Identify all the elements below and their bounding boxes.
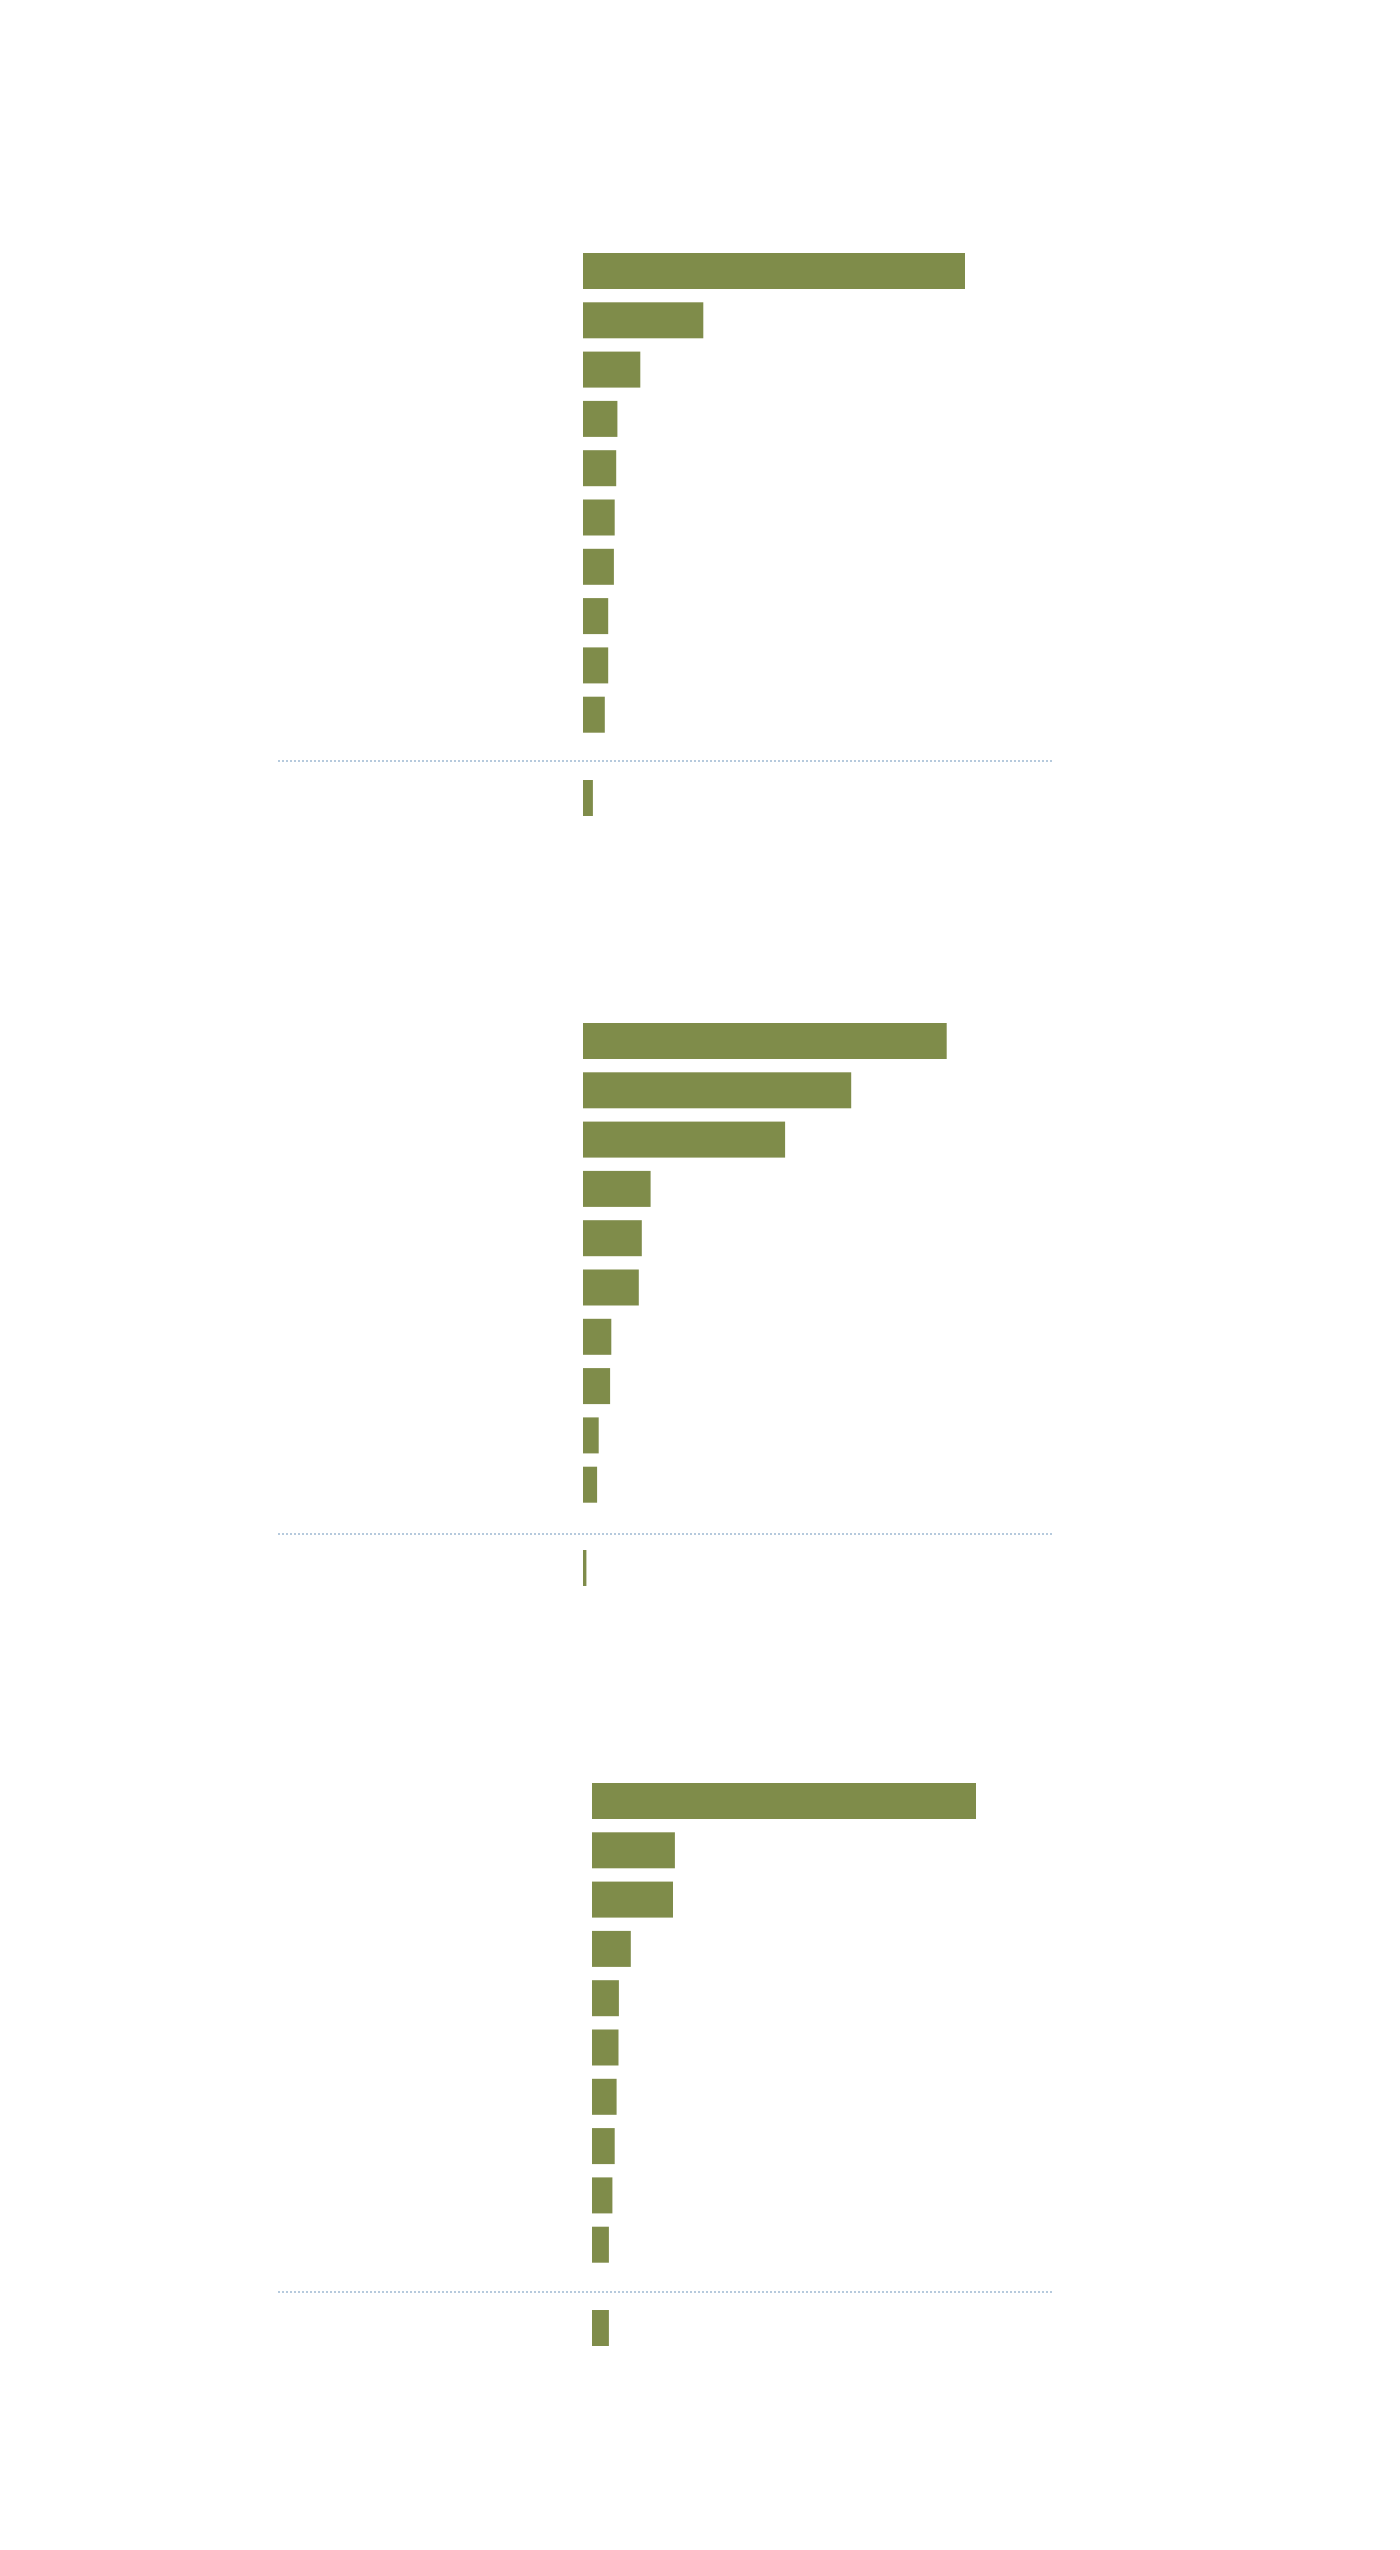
bar-3-2 — [592, 1832, 675, 1869]
bar-3-3 — [592, 1881, 673, 1918]
bar-1-7 — [583, 548, 614, 585]
separated-bar-1-1 — [583, 780, 593, 816]
separated-bar-2-1 — [583, 1550, 587, 1586]
bar-3-1 — [592, 1783, 976, 1819]
bar-1-9 — [583, 647, 609, 684]
bar-1-4 — [583, 400, 618, 437]
bar-2-8 — [583, 1368, 611, 1405]
bar-2-6 — [583, 1269, 639, 1306]
bar-chart-panel-3 — [278, 1783, 1052, 2346]
bar-2-5 — [583, 1220, 642, 1257]
bar-1-1 — [583, 253, 965, 289]
bar-1-2 — [583, 302, 704, 339]
bar-2-9 — [583, 1417, 599, 1454]
bar-chart-panel-2 — [278, 1023, 1052, 1586]
bar-3-5 — [592, 1980, 619, 2017]
bar-2-10 — [583, 1466, 598, 1503]
bar-1-8 — [583, 598, 609, 635]
bar-3-7 — [592, 2078, 617, 2115]
separated-bar-3-1 — [592, 2310, 609, 2346]
bar-3-6 — [592, 2029, 619, 2066]
bar-1-3 — [583, 351, 641, 388]
bar-1-10 — [583, 696, 605, 733]
bar-3-4 — [592, 1930, 631, 1967]
bar-2-4 — [583, 1170, 651, 1207]
bar-2-2 — [583, 1072, 852, 1109]
bar-3-8 — [592, 2128, 615, 2165]
bar-2-3 — [583, 1121, 786, 1158]
bar-2-7 — [583, 1318, 612, 1355]
bar-chart-panel-1 — [278, 253, 1052, 816]
bar-1-6 — [583, 499, 615, 536]
bar-2-1 — [583, 1023, 947, 1059]
bar-3-10 — [592, 2226, 609, 2263]
bar-1-5 — [583, 450, 617, 487]
bar-3-9 — [592, 2177, 613, 2214]
